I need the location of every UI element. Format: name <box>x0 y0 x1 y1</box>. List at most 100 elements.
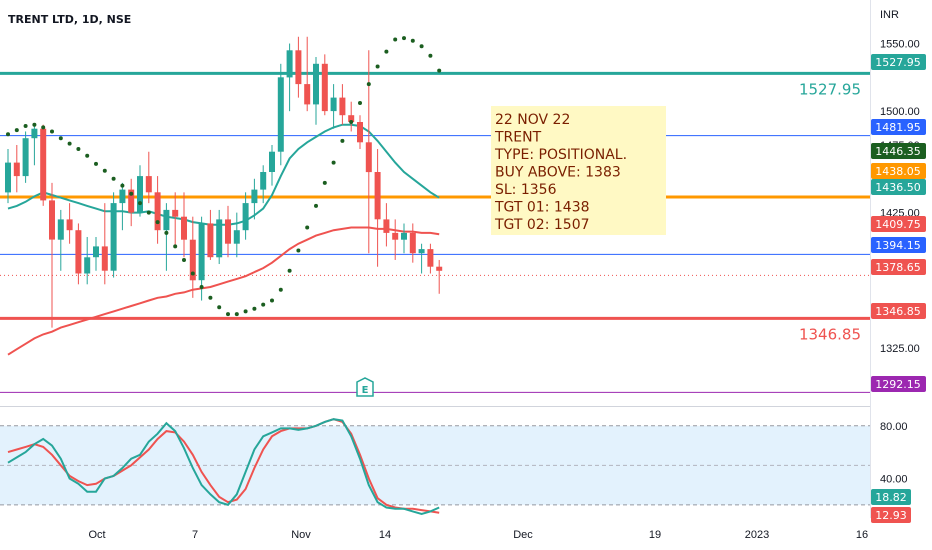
sar-dot <box>305 225 310 230</box>
stochastic-d-line <box>7 418 440 514</box>
sar-dot <box>428 53 433 58</box>
candle-body <box>40 128 47 201</box>
price-tick-label: 1500.00 <box>880 106 920 118</box>
candle-body <box>49 200 55 240</box>
trade-note-text: 22 NOV 22 TRENT TYPE: POSITIONAL. BUY ABOVE… <box>494 112 627 233</box>
candle-body <box>137 176 143 213</box>
time-tick-label: Nov <box>291 529 311 541</box>
sar-dot <box>419 44 424 49</box>
candle-body <box>242 203 249 231</box>
candle-body <box>295 50 302 85</box>
earnings-event-marker[interactable]: E <box>356 377 374 397</box>
candle-body <box>225 219 231 244</box>
price-badges: 1527.95 1481.95 1446.35 1438.05 1436.50 1409.… <box>871 54 926 392</box>
sar-dot <box>340 138 345 143</box>
sar-dot <box>155 220 160 225</box>
candle-body <box>330 97 337 112</box>
price-badge-label: 1346.85 <box>875 305 921 318</box>
time-tick-label: 19 <box>649 529 661 541</box>
sar-dot <box>6 132 10 137</box>
sar-dot <box>243 309 248 314</box>
candle-body <box>436 266 443 271</box>
sar-dot <box>111 176 116 181</box>
sar-dot <box>164 230 169 235</box>
price-badge <box>871 259 926 275</box>
sar-dot <box>331 160 336 165</box>
candle-body <box>348 115 355 122</box>
oscillator-badge <box>871 507 911 523</box>
candle-body <box>128 189 135 213</box>
candlesticks <box>5 36 443 328</box>
trade-note-line: TGT 02: 1507 <box>494 217 590 233</box>
price-badge <box>871 237 926 253</box>
oscillator-tick-label: 40.00 <box>880 474 908 486</box>
sar-dot <box>94 161 98 166</box>
candle-body <box>198 223 205 281</box>
candle-body <box>365 142 372 173</box>
price-axis[interactable]: 1550.001500.001475.001425.001325.001300.… <box>880 39 920 389</box>
candle-body <box>374 172 381 220</box>
trade-note-line: TGT 01: 1438 <box>494 200 590 216</box>
candle-body <box>163 209 170 231</box>
candle-body <box>84 257 91 274</box>
candle-body <box>269 151 275 172</box>
candle-body <box>181 216 187 240</box>
oscillator-badge <box>871 489 911 505</box>
candle-body <box>286 50 293 78</box>
candle-body <box>260 172 267 190</box>
slow-moving-average-line <box>7 226 440 356</box>
sar-dot <box>67 141 72 146</box>
sar-dot <box>120 183 125 188</box>
price-badge-label: 1436.50 <box>875 181 921 194</box>
candle-body <box>189 239 196 281</box>
sar-dot <box>375 64 380 69</box>
price-badge <box>871 216 926 232</box>
price-badge-label: 1446.35 <box>875 145 921 158</box>
sar-dot <box>410 38 415 43</box>
candle-body <box>216 219 223 258</box>
sar-dot <box>234 312 239 317</box>
sar-dot <box>173 244 178 249</box>
price-badge-label: 1481.95 <box>875 121 921 134</box>
time-tick-label: Dec <box>513 529 533 541</box>
candle-body <box>304 84 311 105</box>
sar-dot <box>287 268 292 273</box>
trade-note-line: TYPE: POSITIONAL. <box>494 147 627 163</box>
candle-body <box>75 230 82 274</box>
sar-dot <box>199 285 204 289</box>
price-badge-label: 1409.75 <box>875 218 921 231</box>
sar-dot <box>23 124 28 128</box>
sar-dot <box>384 49 389 54</box>
sar-dot <box>41 125 46 130</box>
price-badge-label: 1527.95 <box>875 56 921 69</box>
candle-body <box>313 63 319 105</box>
time-axis[interactable]: Oct 7 Nov 14 Dec 19 2023 16 <box>88 529 868 541</box>
sar-dot <box>182 258 186 262</box>
candle-body <box>172 209 179 217</box>
sar-dot <box>314 203 318 208</box>
level-value-label: 1527.95 <box>799 80 861 98</box>
candle-body <box>101 246 108 271</box>
level-value-label: 1346.85 <box>799 325 861 343</box>
sar-dot <box>146 210 151 215</box>
currency-label: INR <box>880 9 899 21</box>
price-badge <box>871 163 926 179</box>
price-badge <box>871 119 926 135</box>
stochastic-lines <box>7 418 440 516</box>
price-badge-label: 1394.15 <box>875 239 921 252</box>
trade-note-line: TRENT <box>494 130 542 146</box>
trade-note[interactable]: 22 NOV 22 TRENT TYPE: POSITIONAL. BUY ABOVE… <box>491 106 666 235</box>
price-badge <box>871 54 926 70</box>
candle-body <box>409 232 416 254</box>
price-tick-label: 1325.00 <box>880 343 920 355</box>
sar-dot <box>261 302 266 307</box>
price-pane[interactable] <box>0 0 870 405</box>
oscillator-axis[interactable]: 80.00 40.00 <box>880 421 908 486</box>
sar-dot <box>129 191 134 196</box>
price-badge-label: 1292.15 <box>875 378 921 391</box>
chart-title: TRENT LTD, 1D, NSE <box>8 13 131 26</box>
sar-dot <box>50 129 54 134</box>
sar-dot <box>270 298 274 303</box>
level-value-labels: 1527.95 1346.85 <box>799 80 861 343</box>
